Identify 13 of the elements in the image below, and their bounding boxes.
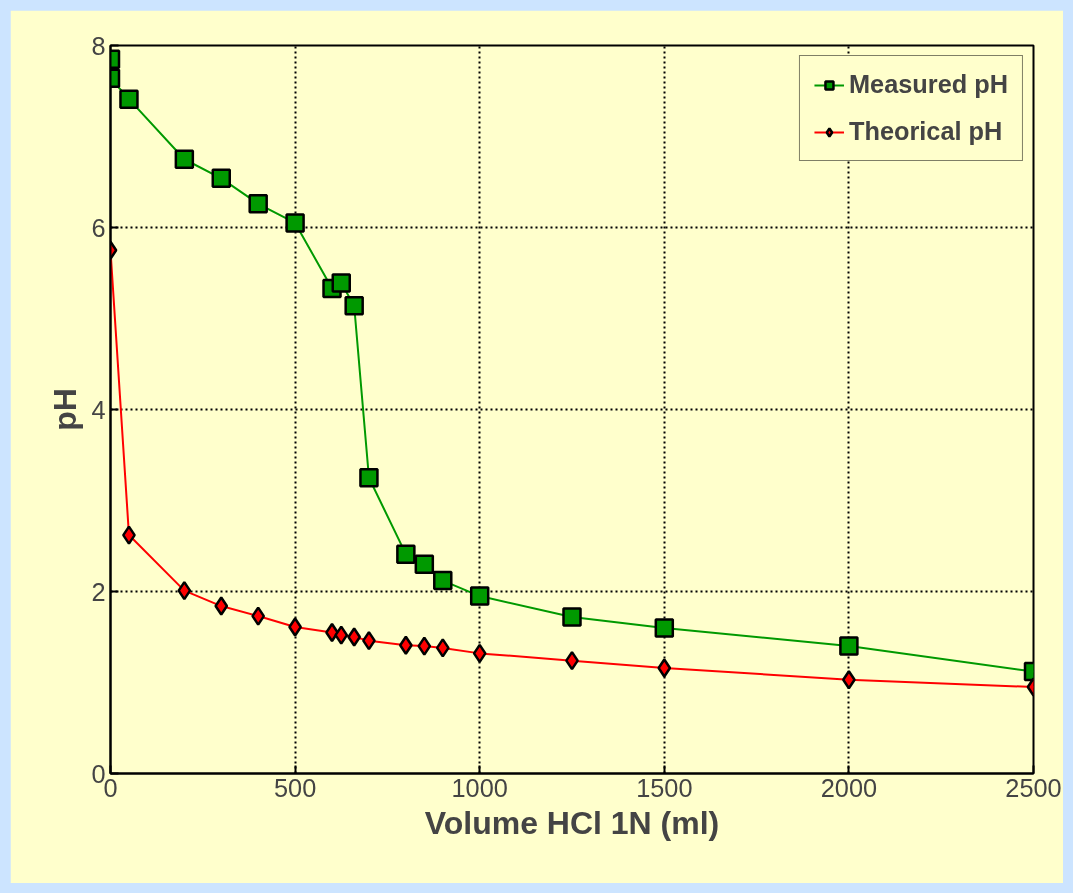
y-tick-label: 8 — [91, 31, 106, 60]
legend-label: Theorical pH — [848, 117, 1003, 146]
legend-label: Measured pH — [848, 70, 1008, 99]
y-tick-label: 6 — [91, 213, 106, 242]
x-tick-label: 2000 — [820, 773, 878, 802]
x-tick-label: 500 — [273, 773, 317, 802]
y-axis-title: pH — [47, 388, 84, 431]
x-axis-title: Volume HCl 1N (ml) — [424, 804, 720, 841]
x-tick-label: 1000 — [451, 773, 508, 802]
y-tick-label: 4 — [91, 395, 106, 424]
y-tick-label: 2 — [91, 577, 106, 606]
x-tick-label: 1500 — [636, 773, 693, 802]
x-tick-label: 2500 — [1005, 773, 1062, 802]
